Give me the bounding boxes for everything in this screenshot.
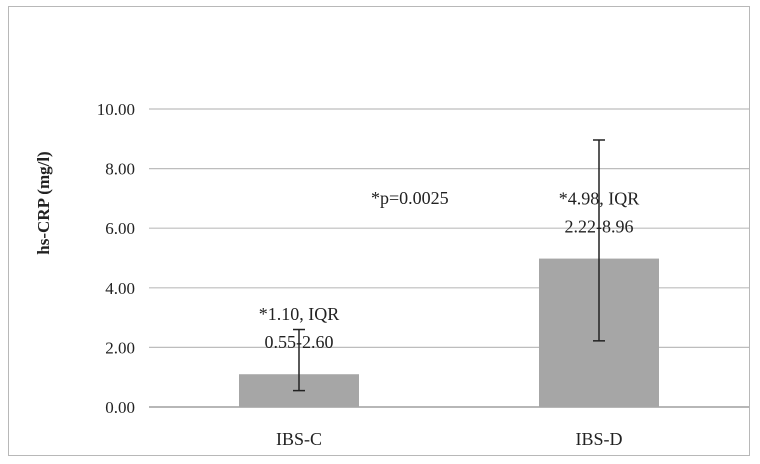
y-tick-label: 6.00	[105, 219, 135, 238]
error-bars	[293, 139, 605, 392]
y-tick-label: 8.00	[105, 160, 135, 179]
data-label: *4.98, IQR	[559, 189, 640, 209]
data-label: 2.22-8.96	[565, 217, 634, 237]
y-tick-label: 2.00	[105, 338, 135, 357]
data-label: *1.10, IQR	[259, 304, 340, 324]
x-tick-labels: IBS-C IBS-D	[276, 429, 623, 449]
x-tick-label: IBS-C	[276, 429, 322, 449]
bar-chart: 0.00 2.00 4.00 6.00 8.00 10.00 IBS-C IBS-D *1.…	[34, 100, 749, 449]
data-label: 0.55-2.60	[265, 332, 334, 352]
y-tick-label: 10.00	[97, 100, 135, 119]
p-value-annotation: *p=0.0025	[371, 188, 449, 208]
y-tick-label: 4.00	[105, 279, 135, 298]
y-axis-label: hs-CRP (mg/l)	[34, 151, 53, 254]
chart-frame: 0.00 2.00 4.00 6.00 8.00 10.00 IBS-C IBS-D *1.…	[8, 6, 750, 456]
y-tick-label: 0.00	[105, 398, 135, 417]
data-labels: *1.10, IQR 0.55-2.60 *4.98, IQR 2.22-8.96	[259, 189, 640, 353]
y-tick-labels: 0.00 2.00 4.00 6.00 8.00 10.00	[97, 100, 135, 417]
x-tick-label: IBS-D	[575, 429, 622, 449]
